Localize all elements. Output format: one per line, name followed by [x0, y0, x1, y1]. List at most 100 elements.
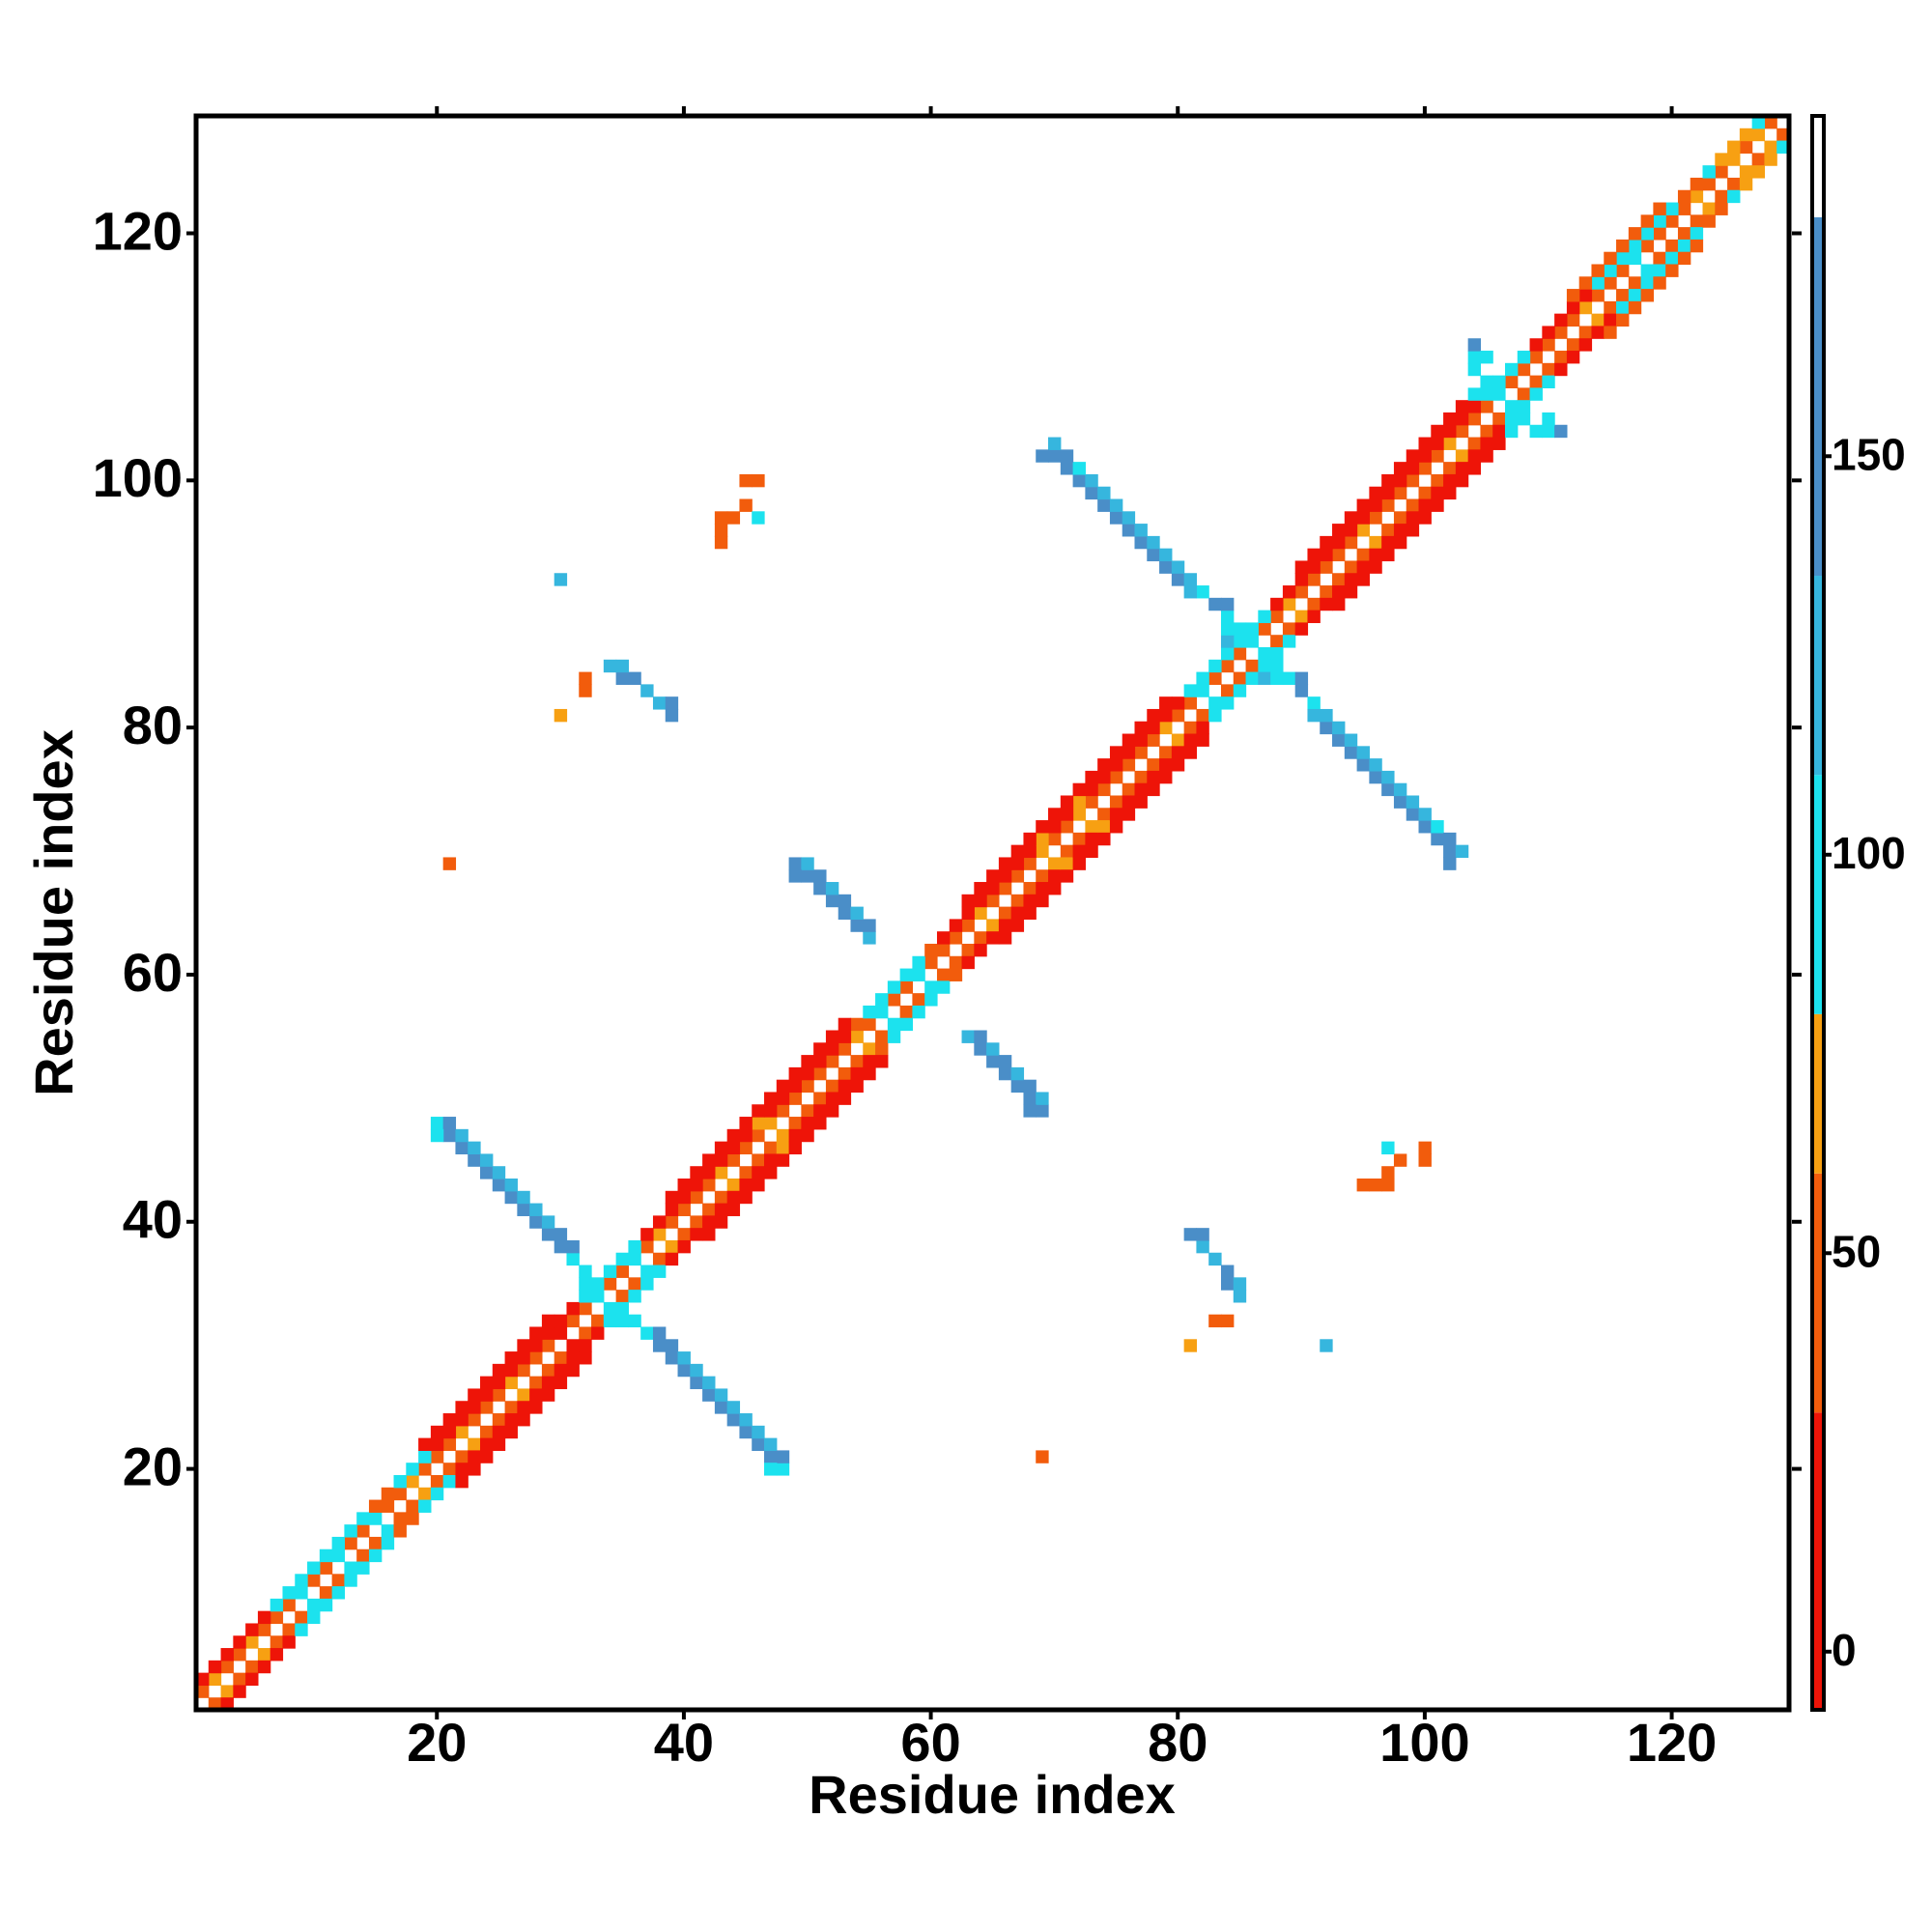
heatmap-cell — [406, 1474, 419, 1489]
heatmap-cell — [974, 1042, 987, 1056]
heatmap-cell — [714, 511, 728, 525]
heatmap-cell — [295, 1586, 308, 1600]
heatmap-cell — [1048, 820, 1062, 834]
heatmap-cell — [1578, 338, 1593, 352]
heatmap-cell — [998, 869, 1012, 883]
heatmap-cell — [579, 1326, 592, 1340]
heatmap-cell — [1307, 573, 1321, 586]
heatmap-cell — [1677, 227, 1691, 241]
heatmap-cell — [801, 1079, 814, 1094]
heatmap-cell — [1554, 351, 1568, 364]
heatmap-cell — [752, 511, 765, 525]
heatmap-cell — [1171, 746, 1185, 759]
heatmap-cell — [640, 1228, 654, 1241]
heatmap-cell — [1393, 524, 1407, 537]
heatmap-cell — [998, 857, 1012, 870]
heatmap-cell — [1431, 473, 1444, 488]
heatmap-cell — [1010, 1066, 1025, 1081]
heatmap-cell — [492, 1179, 506, 1192]
colorbar-band — [1812, 216, 1824, 577]
heatmap-cell — [1220, 622, 1235, 636]
heatmap-cell — [752, 1166, 765, 1179]
heatmap-cell — [1554, 362, 1568, 377]
heatmap-cell — [1356, 573, 1370, 586]
heatmap-cell — [1036, 1092, 1049, 1105]
x-tick-label: 100 — [1379, 1712, 1469, 1773]
heatmap-cell — [1480, 351, 1493, 364]
heatmap-cell — [566, 1363, 580, 1378]
heatmap-cell — [615, 1314, 630, 1328]
heatmap-cell — [1406, 473, 1420, 488]
heatmap-cell — [986, 869, 1000, 883]
heatmap-cell — [961, 894, 975, 908]
heatmap-cell — [529, 1215, 543, 1229]
heatmap-cell — [1381, 770, 1395, 784]
heatmap-cell — [579, 1339, 592, 1352]
y-tick-label: 100 — [93, 447, 183, 508]
heatmap-cell — [381, 1487, 395, 1501]
heatmap-cell — [801, 1117, 814, 1130]
heatmap-cell — [615, 1264, 630, 1278]
heatmap-cell — [1529, 424, 1543, 439]
heatmap-cell — [1332, 573, 1346, 586]
heatmap-cell — [1455, 424, 1469, 439]
heatmap-cell — [541, 1363, 555, 1378]
heatmap-cell — [529, 1326, 543, 1340]
heatmap-cell — [1443, 832, 1457, 846]
heatmap-cell — [1406, 795, 1420, 809]
heatmap-cell — [554, 1376, 568, 1390]
heatmap-cell — [1060, 808, 1074, 821]
heatmap-cell — [1431, 424, 1444, 439]
heatmap-cell — [529, 1388, 543, 1402]
heatmap-cell — [1492, 424, 1506, 439]
heatmap-cell — [393, 1524, 407, 1538]
heatmap-cell — [282, 1586, 296, 1600]
heatmap-cell — [752, 1179, 765, 1192]
heatmap-cell — [726, 1190, 741, 1205]
heatmap-cell — [1393, 795, 1407, 809]
heatmap-cell — [381, 1524, 395, 1538]
heatmap-cell — [1245, 671, 1259, 685]
heatmap-cell — [1455, 462, 1469, 475]
heatmap-cell — [1159, 758, 1173, 772]
heatmap-cell — [307, 1574, 321, 1587]
heatmap-cell — [801, 869, 814, 883]
heatmap-cell — [1443, 486, 1457, 500]
heatmap-cell — [517, 1413, 530, 1427]
heatmap-cell — [579, 1351, 592, 1365]
heatmap-cell — [1356, 560, 1370, 574]
heatmap-cell — [1467, 338, 1482, 352]
heatmap-cell — [838, 1079, 852, 1094]
heatmap-cell — [1443, 462, 1457, 475]
heatmap-cell — [628, 671, 641, 685]
heatmap-cell — [726, 1203, 741, 1216]
heatmap-cell — [1492, 375, 1506, 388]
heatmap-cell — [714, 524, 728, 537]
heatmap-cell — [1764, 153, 1777, 166]
heatmap-cell — [418, 1450, 432, 1463]
heatmap-cell — [492, 1166, 506, 1179]
heatmap-cell — [1122, 795, 1136, 809]
heatmap-cell — [1702, 177, 1716, 191]
heatmap-cell — [998, 919, 1012, 932]
heatmap-cell — [1122, 758, 1136, 772]
heatmap-cell — [1010, 894, 1025, 908]
heatmap-cell — [1282, 597, 1296, 611]
heatmap-cell — [1171, 708, 1185, 723]
heatmap-cell — [1036, 894, 1049, 908]
heatmap-cell — [1739, 128, 1753, 142]
heatmap-cell — [529, 1351, 543, 1365]
heatmap-cell — [566, 1239, 580, 1254]
heatmap-cell — [1122, 524, 1136, 537]
heatmap-cell — [319, 1586, 333, 1600]
heatmap-cell — [1060, 857, 1074, 870]
heatmap-cell — [270, 1648, 284, 1662]
heatmap-cell — [418, 1487, 432, 1501]
heatmap-cell — [838, 906, 852, 920]
heatmap-cell — [739, 1179, 753, 1192]
heatmap-cell — [825, 1079, 839, 1094]
heatmap-cell — [1183, 1228, 1198, 1241]
heatmap-cell — [615, 1252, 630, 1266]
heatmap-cell — [776, 1463, 790, 1476]
heatmap-cell — [1159, 708, 1173, 723]
